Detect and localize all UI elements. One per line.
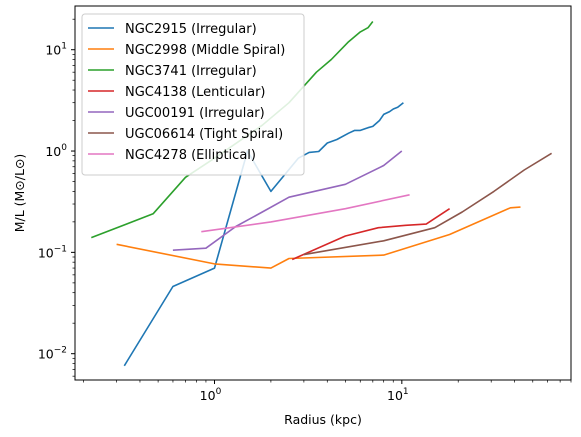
x-tick-label: 100 [200,387,222,403]
y-tick-label: 10−1 [38,244,67,260]
legend-entry: NGC2998 (Middle Spiral) [125,43,285,58]
legend: NGC2915 (Irregular) NGC2998 (Middle Spira… [81,13,305,176]
plot-frame [74,5,572,381]
series-line-6 [303,152,553,256]
y-tick-label: 10−2 [38,346,67,362]
series-line-4 [291,208,451,261]
legend-box [81,13,305,176]
legend-entry: NGC3741 (Irregular) [125,64,257,79]
x-axis: 100 101 [83,380,572,403]
y-tick-label: 100 [45,143,67,159]
series-line-7 [201,194,410,233]
y-tick-label: 101 [45,42,67,58]
series-line-5 [172,150,403,251]
y-axis: 10−2 10−1 100 101 [38,18,75,377]
y-axis-label: M/L (M⊙/L⊙) [12,154,27,233]
series-line-2 [116,206,521,269]
legend-entry: UGC06614 (Tight Spiral) [125,127,283,142]
legend-entry: NGC2915 (Irregular) [125,22,257,37]
legend-entry: NGC4138 (Lenticular) [125,85,266,100]
legend-entry: NGC4278 (Elliptical) [125,148,256,163]
x-tick-label: 101 [387,387,409,403]
legend-entry: UGC00191 (Irregular) [125,106,265,121]
x-axis-label: Radius (kpc) [284,412,362,427]
